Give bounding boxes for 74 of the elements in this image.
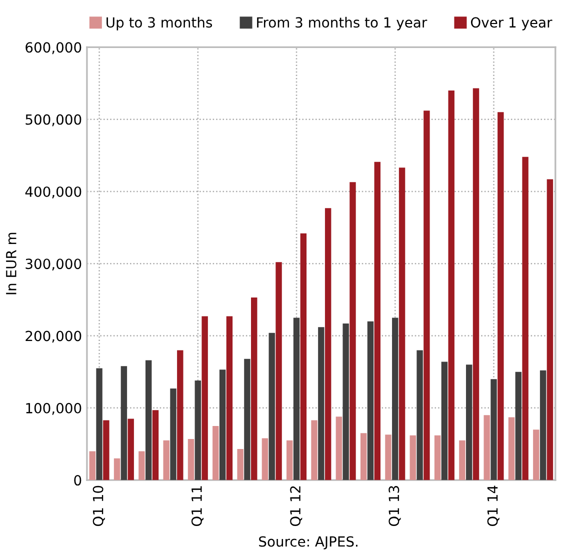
bar	[398, 168, 406, 480]
bar	[268, 332, 275, 480]
bar	[416, 350, 423, 480]
bar	[177, 350, 184, 480]
bar	[533, 430, 540, 480]
y-tick-label: 500,000	[26, 114, 82, 126]
y-tick-label: 0	[74, 475, 82, 486]
bar	[441, 362, 448, 480]
y-tick-label: 200,000	[26, 330, 82, 343]
bar	[89, 451, 96, 480]
source-note: Source: AJPES.	[259, 536, 358, 550]
bar	[385, 434, 392, 480]
bar	[498, 112, 504, 480]
bar	[336, 416, 342, 480]
bar	[145, 360, 152, 480]
bar	[188, 438, 194, 480]
bar	[120, 366, 128, 480]
bar	[212, 426, 219, 480]
bar	[244, 358, 250, 480]
x-tick-label: Q1 10	[92, 486, 105, 526]
y-tick-label: 600,000	[26, 42, 82, 54]
bar	[202, 316, 208, 480]
y-tick-label: 100,000	[26, 402, 82, 415]
bar	[262, 438, 268, 480]
x-tick-label: Q1 12	[290, 486, 302, 526]
bar	[410, 435, 416, 480]
bar	[251, 298, 258, 480]
bar	[300, 233, 307, 480]
bar	[237, 449, 244, 480]
bar	[448, 90, 454, 480]
bar	[152, 410, 159, 480]
bar	[219, 370, 226, 480]
legend-label: From 3 months to 1 year	[257, 16, 428, 30]
y-axis-title: In EUR m	[6, 232, 16, 294]
bar	[114, 458, 120, 480]
bar	[128, 418, 134, 480]
y-tick-label: 300,000	[26, 258, 82, 271]
bar	[459, 440, 466, 480]
bar	[374, 162, 380, 480]
bar	[515, 372, 522, 480]
bar	[276, 262, 282, 480]
bar	[490, 379, 497, 480]
bar	[342, 324, 349, 480]
x-tick-label: Q1 13	[388, 486, 401, 526]
bar	[226, 316, 233, 480]
bar	[546, 179, 554, 480]
bar	[293, 318, 300, 480]
bar	[508, 417, 515, 480]
bar	[424, 110, 430, 480]
bar	[103, 420, 110, 480]
bar	[96, 368, 102, 480]
bar	[360, 433, 367, 480]
legend-label: Over 1 year	[470, 17, 552, 30]
bar	[466, 364, 472, 480]
bar	[163, 440, 170, 480]
bar	[324, 208, 332, 480]
bar	[311, 420, 318, 480]
bar	[392, 318, 398, 480]
bar	[522, 156, 528, 480]
bar	[170, 388, 176, 480]
x-tick-label: Q1 14	[487, 486, 500, 526]
bar	[484, 415, 490, 480]
bar	[350, 182, 356, 480]
bar	[472, 88, 480, 480]
bar	[540, 370, 546, 480]
legend-label: Up to 3 months	[106, 16, 212, 30]
bar	[286, 440, 293, 480]
bar	[318, 327, 324, 480]
x-tick-label: Q1 11	[191, 486, 204, 526]
bar	[367, 321, 374, 480]
bar	[194, 380, 202, 480]
bar	[138, 451, 145, 480]
y-tick-label: 400,000	[25, 186, 82, 198]
bar	[434, 435, 441, 480]
